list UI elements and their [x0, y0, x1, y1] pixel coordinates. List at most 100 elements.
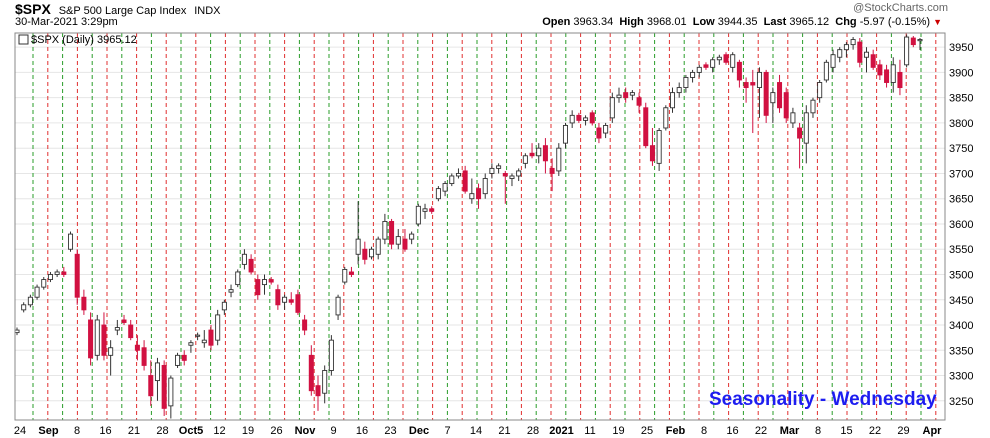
candle-body [917, 39, 923, 42]
candle-body [328, 339, 334, 371]
y-tick-label: 3700 [949, 168, 973, 180]
x-tick-label: 15 [840, 425, 852, 437]
legend-label: $SPX (Daily) 3965.12 [31, 34, 137, 46]
y-tick-label: 3250 [949, 396, 973, 408]
candle-body [690, 71, 696, 78]
candle-body [890, 64, 896, 83]
candle-body [803, 112, 809, 144]
candle-body [134, 344, 140, 351]
candle-body [629, 92, 635, 96]
candle-body [837, 49, 843, 58]
candle-body [375, 238, 381, 255]
candle-body [255, 279, 261, 296]
candle-body [770, 92, 776, 104]
candle-body [870, 54, 876, 68]
x-tick-label: 8 [701, 425, 707, 437]
x-tick-label: 9 [330, 425, 336, 437]
candle-body [141, 347, 147, 366]
candle-body [47, 274, 53, 281]
x-tick-label: 28 [527, 425, 539, 437]
y-tick-label: 3650 [949, 194, 973, 206]
candle-body [201, 339, 207, 344]
candle-body [850, 39, 856, 46]
candle-body [34, 286, 40, 298]
candle-body [21, 304, 27, 311]
x-tick-label: 8 [815, 425, 821, 437]
candle-body [215, 314, 221, 341]
candle-body [603, 125, 609, 134]
candle-body [703, 64, 709, 68]
candle-body [763, 71, 769, 116]
candle-body [389, 220, 395, 245]
candle-body [797, 127, 803, 139]
chg-value: -5.97 (-0.15%) [859, 16, 931, 28]
last-value: 3965.12 [789, 16, 830, 28]
candle-body [369, 248, 375, 258]
candle-body [476, 188, 482, 200]
candle-body [188, 342, 194, 346]
x-tick-label: 29 [897, 425, 909, 437]
candle-body [295, 294, 301, 313]
candle-body [315, 385, 321, 397]
candle-body [27, 296, 33, 306]
candle-body [355, 238, 361, 255]
x-tick-label: Sep [38, 425, 58, 437]
low-label: Low [692, 16, 715, 28]
x-tick-label: 21 [498, 425, 510, 437]
candle-body [696, 66, 702, 73]
low-value: 3944.35 [717, 16, 758, 28]
candle-body [857, 41, 863, 63]
candle-body [81, 296, 87, 311]
candle-body [161, 364, 167, 409]
candle-body [863, 51, 869, 58]
candle-body [670, 92, 676, 109]
chart-title: $SPX S&P 500 Large Cap Index INDX [15, 1, 221, 17]
candle-body [395, 236, 401, 245]
candle-body [569, 114, 575, 124]
y-tick-label: 3450 [949, 295, 973, 307]
open-value: 3963.34 [573, 16, 614, 28]
x-tick-label: 12 [213, 425, 225, 437]
candle-body [94, 319, 100, 356]
x-tick-label: Nov [295, 425, 317, 437]
candle-body [509, 175, 515, 179]
candle-body [536, 147, 542, 157]
candle-body [596, 127, 602, 139]
candle-body [195, 334, 201, 337]
candle-body [589, 112, 595, 124]
candle-body [897, 71, 903, 89]
candle-body [382, 220, 388, 240]
candle-body [609, 97, 615, 119]
candle-body [616, 94, 622, 99]
candle-body [348, 271, 354, 275]
candle-body [208, 329, 214, 346]
candle-body [88, 319, 94, 359]
candle-body [736, 61, 742, 81]
candle-body [643, 107, 649, 147]
y-tick-label: 3950 [949, 42, 973, 54]
y-tick-label: 3550 [949, 244, 973, 256]
candle-body [429, 208, 435, 212]
candle-body [710, 59, 716, 68]
candle-body [308, 354, 314, 392]
candle-body [175, 354, 181, 366]
candle-body [716, 56, 722, 61]
x-tick-label: Apr [923, 425, 943, 437]
candle-body [542, 145, 548, 162]
x-tick-label: 16 [356, 425, 368, 437]
candle-body [302, 319, 308, 331]
candle-body [482, 178, 488, 195]
symbol-name: S&P 500 Large Cap Index [58, 5, 187, 17]
candle-body [904, 36, 910, 66]
x-tick-label: 24 [14, 425, 26, 437]
candle-body [683, 77, 689, 89]
candle-body [101, 324, 107, 356]
seasonality-annotation: Seasonality - Wednesday [709, 389, 937, 410]
candle-body [469, 193, 475, 200]
candle-body [154, 362, 160, 382]
chart-legend: $SPX (Daily) 3965.12 [18, 34, 137, 46]
candle-body [649, 145, 655, 162]
y-tick-label: 3900 [949, 67, 973, 79]
candle-body [148, 375, 154, 397]
candle-body [516, 170, 522, 177]
